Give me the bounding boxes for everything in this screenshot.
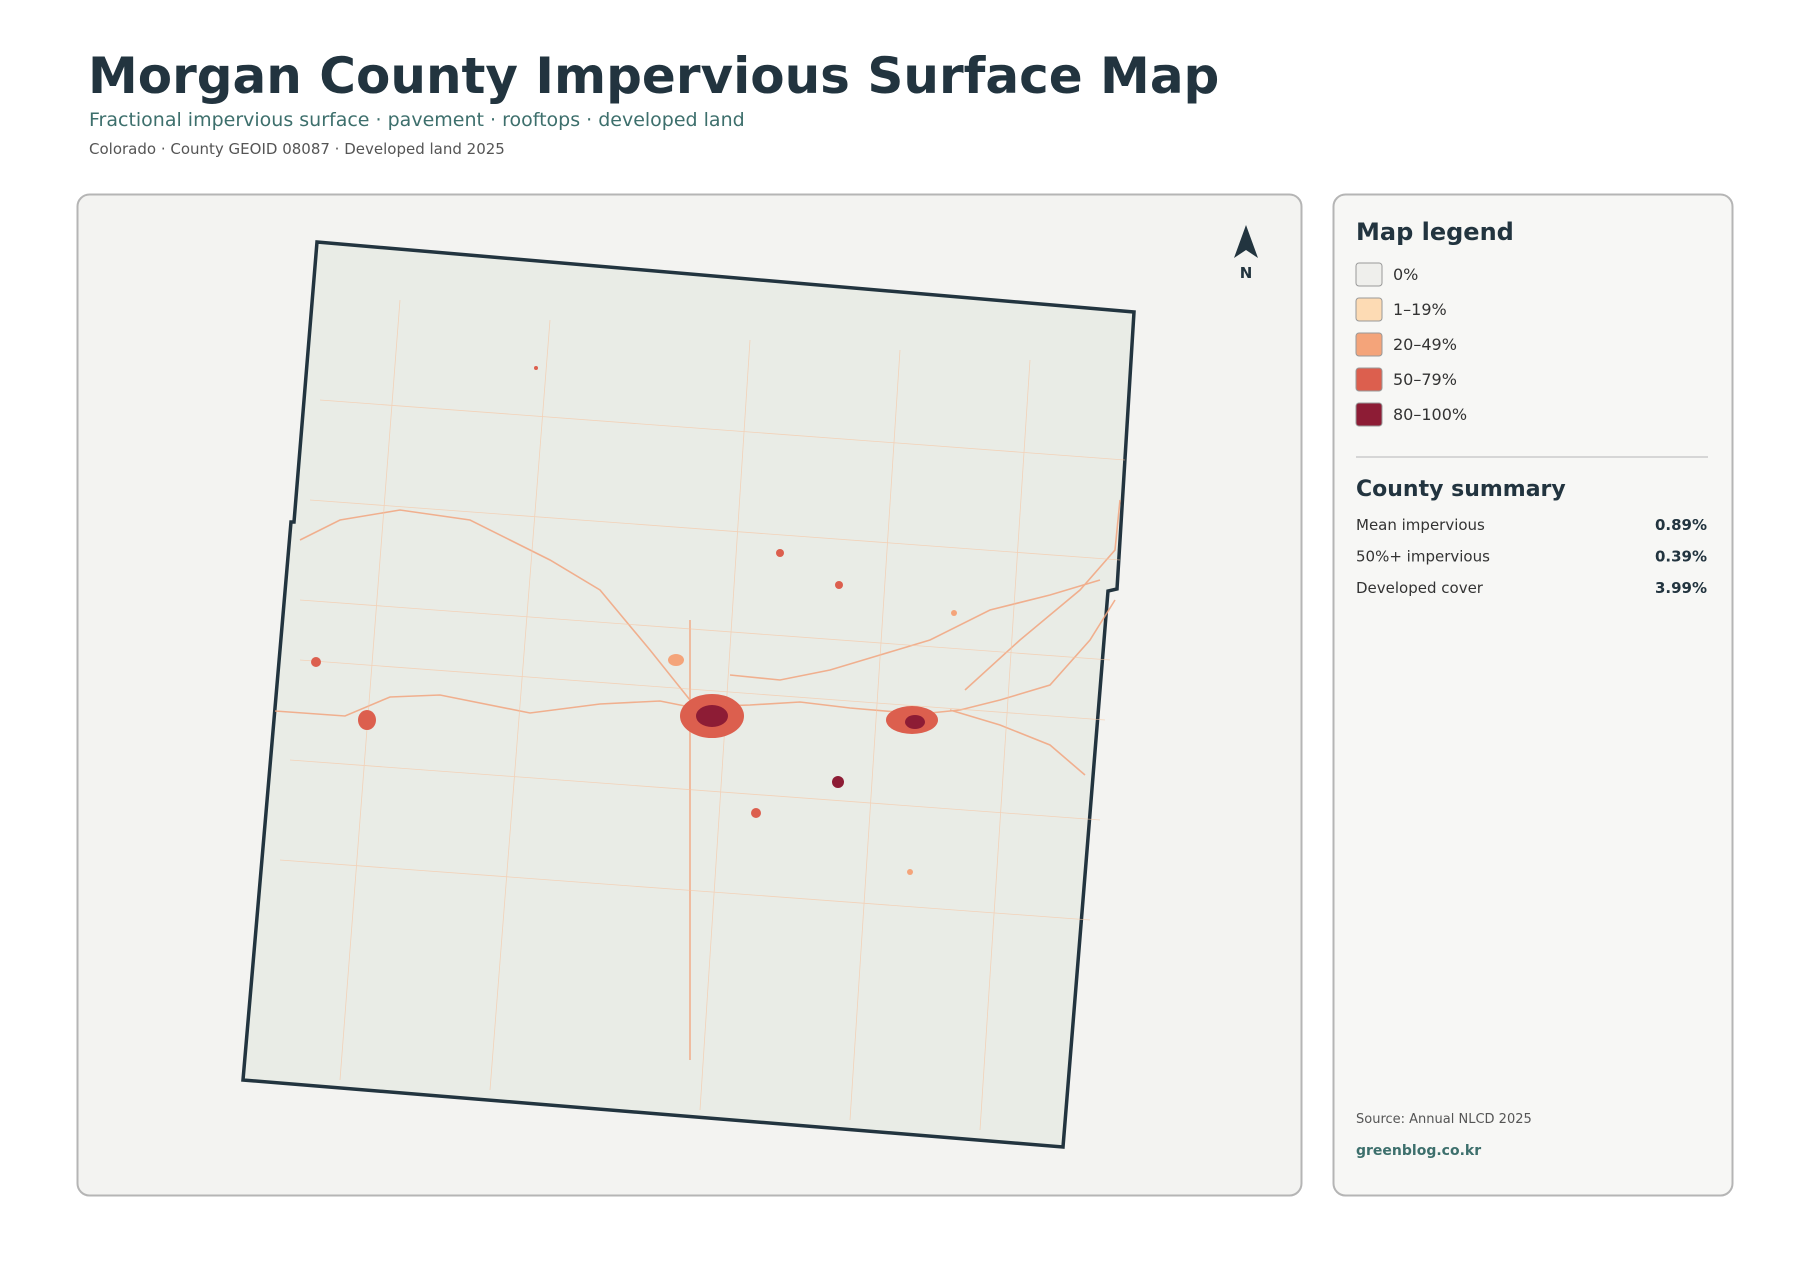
legend-label: 80–100% [1393, 405, 1467, 424]
legend-swatch [1355, 332, 1383, 357]
towns [311, 366, 957, 875]
legend-title: Map legend [1356, 218, 1514, 246]
county-map: N [241, 225, 1258, 1149]
legend-swatch [1355, 297, 1383, 322]
summary-value: 3.99% [1655, 579, 1707, 597]
legend-panel [1332, 193, 1734, 1197]
summary-label: Mean impervious [1356, 516, 1485, 534]
legend-label: 0% [1393, 265, 1418, 284]
summary-label: Developed cover [1356, 579, 1484, 597]
legend-items: 0% 1–19% 20–49% 50–79% 80–100% [1355, 262, 1467, 427]
north-arrow [1234, 225, 1258, 258]
summary-label: 50%+ impervious [1356, 548, 1490, 566]
legend-label: 50–79% [1393, 370, 1457, 389]
roads [274, 499, 1121, 1060]
north-label: N [1240, 264, 1253, 282]
legend-label: 1–19% [1393, 300, 1447, 319]
title: Morgan County Impervious Surface Map [88, 47, 1219, 105]
site: greenblog.co.kr [1356, 1143, 1481, 1159]
subtitle: Fractional impervious surface · pavement… [89, 109, 745, 131]
summary-rows: Mean impervious 0.89% 50%+ impervious 0.39%… [1356, 516, 1707, 597]
source: Source: Annual NLCD 2025 [1356, 1112, 1532, 1127]
meta: Colorado · County GEOID 08087 · Develope… [89, 140, 505, 158]
summary-value: 0.39% [1655, 548, 1707, 566]
legend-label: 20–49% [1393, 335, 1457, 354]
county-boundary [241, 240, 1136, 1149]
summary-value: 0.89% [1655, 516, 1707, 534]
legend-swatch [1355, 367, 1383, 392]
summary-title: County summary [1356, 477, 1566, 502]
legend-swatch [1355, 402, 1383, 427]
legend-swatch [1355, 262, 1383, 287]
